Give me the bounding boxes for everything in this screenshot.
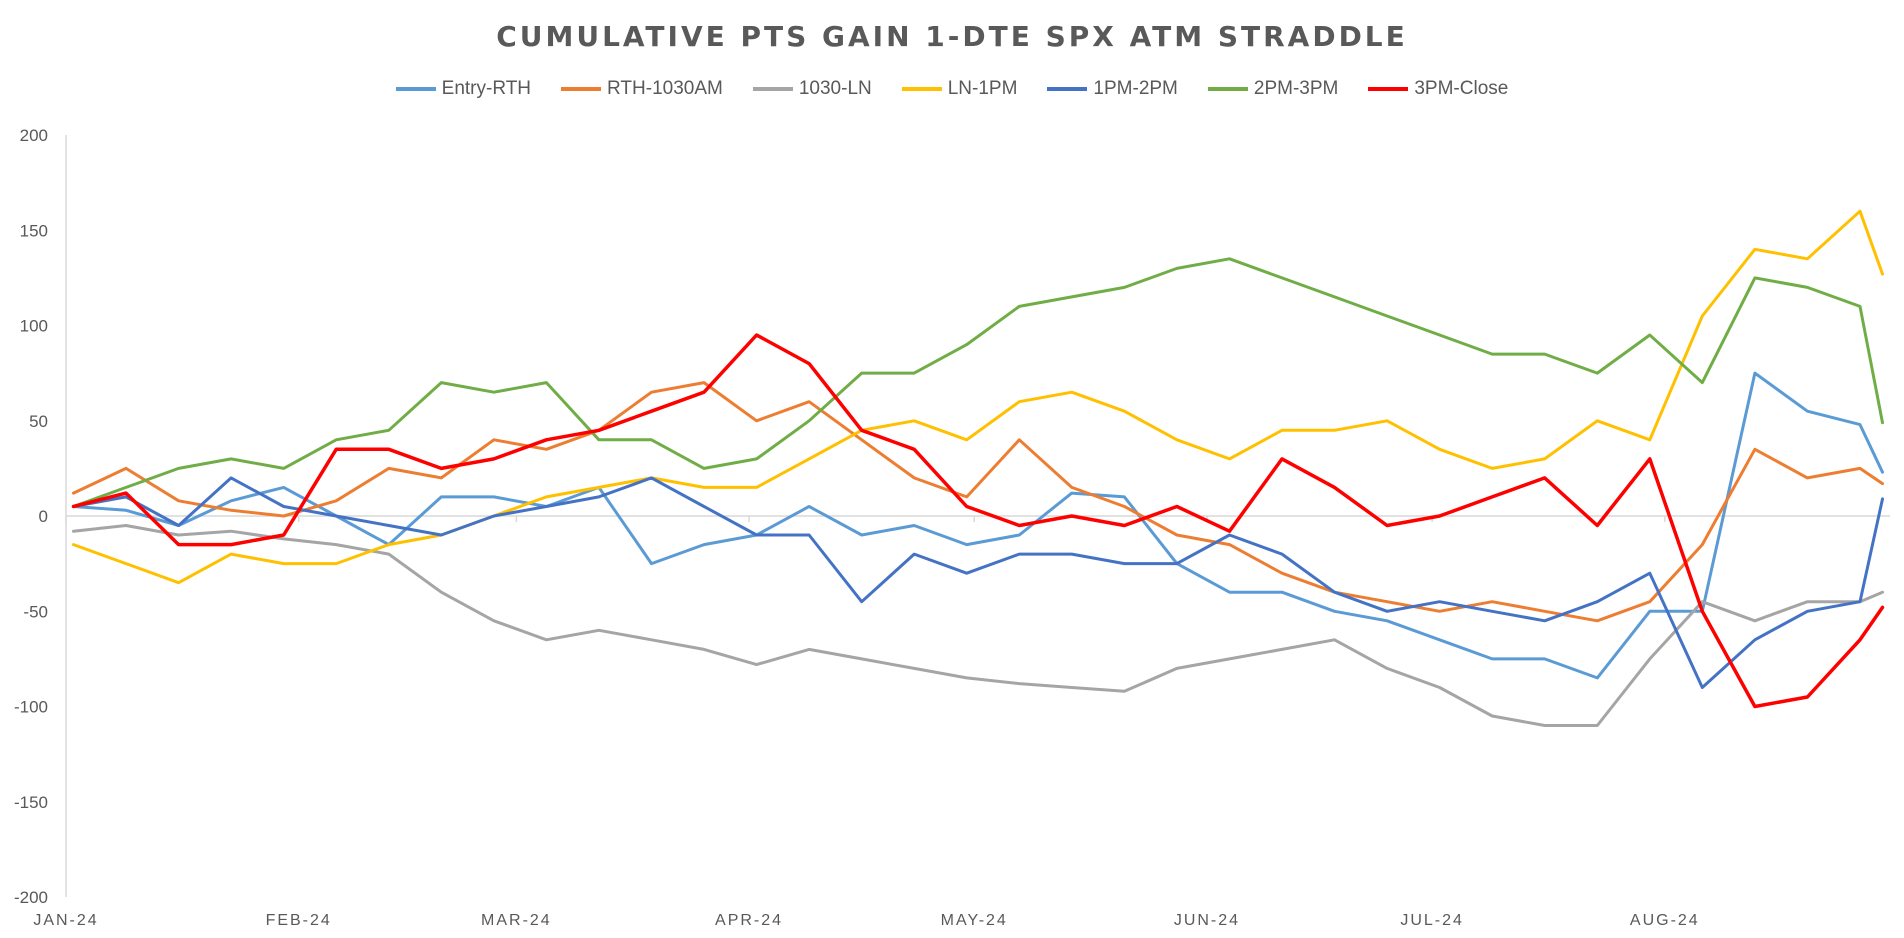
x-tick-label: JAN-24 bbox=[33, 912, 98, 929]
legend-label: Entry-RTH bbox=[441, 78, 532, 99]
legend-label: 3PM-Close bbox=[1414, 78, 1509, 99]
x-tick-label: JUL-24 bbox=[1400, 912, 1464, 929]
series-line-rth-1030am bbox=[72, 381, 1884, 623]
legend-item: RTH-1030AM bbox=[561, 78, 723, 100]
x-tick-label: APR-24 bbox=[715, 912, 783, 929]
legend-swatch bbox=[395, 87, 436, 91]
y-tick-label: 200 bbox=[20, 126, 48, 145]
legend-item: LN-1PM bbox=[901, 78, 1018, 100]
series-line-2pm-3pm bbox=[72, 257, 1884, 508]
series-line-3pm-close bbox=[71, 333, 1885, 709]
x-tick-label: JUN-24 bbox=[1174, 912, 1240, 929]
y-tick-label: 100 bbox=[20, 317, 48, 336]
y-tick-label: 0 bbox=[39, 507, 48, 526]
y-tick-label: 150 bbox=[20, 221, 48, 240]
legend-swatch bbox=[901, 87, 942, 91]
legend-label: 1PM-2PM bbox=[1093, 78, 1178, 99]
legend-swatch bbox=[1047, 87, 1088, 91]
legend-swatch bbox=[1368, 87, 1409, 91]
series-line-entry-rth bbox=[72, 371, 1884, 680]
chart-legend: Entry-RTH RTH-1030AM 1030-LN LN-1PM 1PM-2PM 2… bbox=[0, 78, 1904, 100]
y-tick-label: 50 bbox=[29, 412, 48, 431]
legend-item: Entry-RTH bbox=[395, 78, 532, 100]
legend-label: 2PM-3PM bbox=[1253, 78, 1339, 99]
legend-swatch bbox=[1207, 87, 1248, 91]
series-line-1030-ln bbox=[72, 524, 1884, 727]
chart-title: CUMULATIVE PTS GAIN 1-DTE SPX ATM STRADD… bbox=[496, 20, 1408, 53]
legend-swatch bbox=[752, 87, 793, 91]
series-line-1pm-2pm bbox=[72, 476, 1884, 689]
x-tick-label: AUG-24 bbox=[1630, 912, 1700, 929]
legend-label: LN-1PM bbox=[947, 78, 1018, 99]
legend-item: 1030-LN bbox=[752, 78, 872, 100]
y-tick-label: -200 bbox=[14, 888, 48, 907]
x-tick-label: MAY-24 bbox=[941, 912, 1008, 929]
legend-item: 1PM-2PM bbox=[1047, 78, 1178, 100]
x-tick-label: MAR-24 bbox=[481, 912, 552, 929]
x-tick-label: FEB-24 bbox=[266, 912, 332, 929]
y-tick-label: -50 bbox=[23, 602, 48, 621]
legend-label: RTH-1030AM bbox=[607, 78, 723, 99]
legend-item: 3PM-Close bbox=[1368, 78, 1508, 100]
legend-item: 2PM-3PM bbox=[1207, 78, 1339, 100]
legend-label: 1030-LN bbox=[798, 78, 872, 99]
series-line-ln-1pm bbox=[72, 209, 1884, 585]
y-tick-label: -100 bbox=[14, 698, 48, 717]
legend-swatch bbox=[561, 87, 602, 91]
y-tick-label: -150 bbox=[14, 793, 48, 812]
